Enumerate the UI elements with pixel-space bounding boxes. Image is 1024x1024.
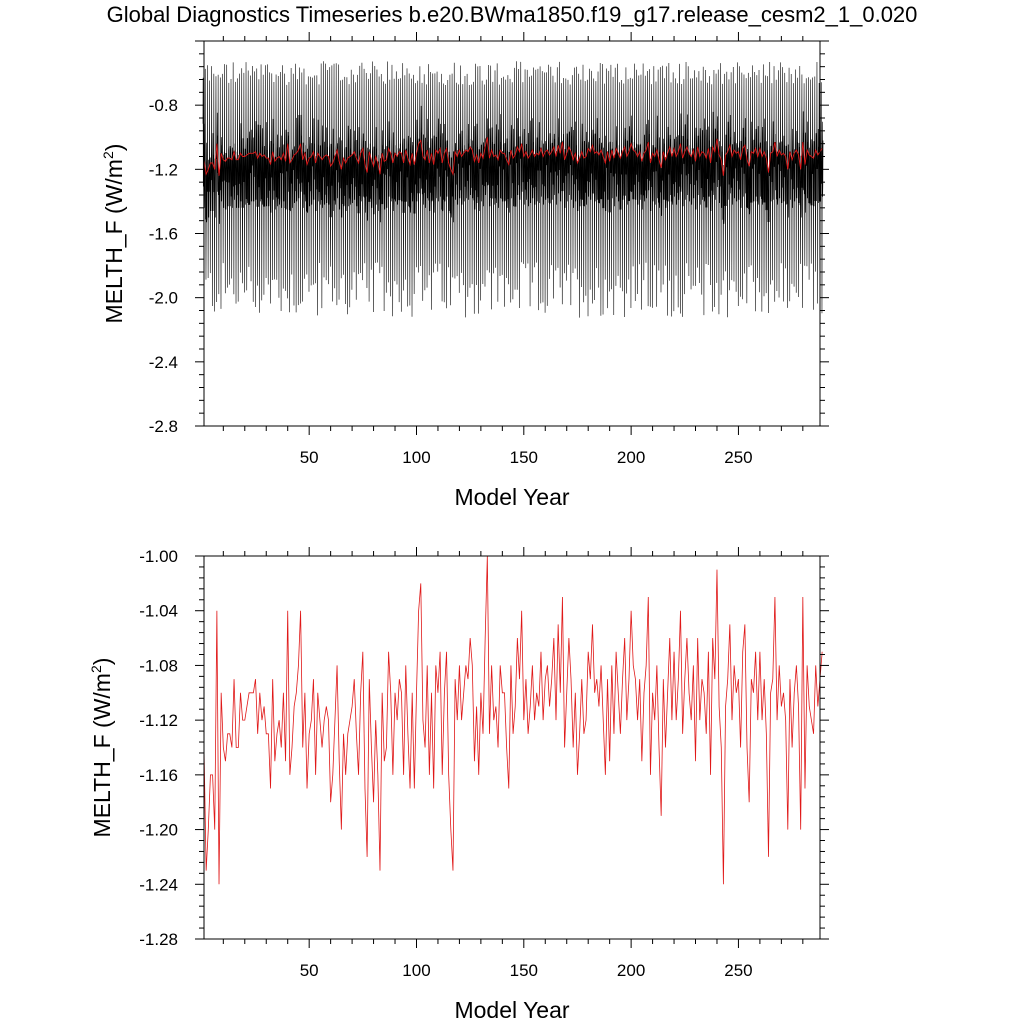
- top-y-axis-label-close: ): [101, 144, 127, 152]
- bottom-y-axis-label: MELTH_F (W/m2): [88, 658, 115, 838]
- top-y-axis-label-main: MELTH_F (W/m: [101, 159, 127, 323]
- y-tick-label: -1.08: [139, 656, 178, 675]
- x-tick-label: 50: [300, 961, 319, 980]
- top-x-axis-label: Model Year: [454, 484, 569, 510]
- x-tick-label: 250: [724, 448, 752, 467]
- bottom-plot-panel: 50 100 150 200 250 -1.28 -1.24 -1.20 -1.16 -1.12 -…: [88, 547, 829, 1023]
- top-y-axis-label-superscript: 2: [100, 151, 116, 159]
- y-tick-label: -1.16: [139, 766, 178, 785]
- y-tick-label: -1.04: [139, 602, 178, 621]
- y-tick-label: -2.4: [149, 353, 178, 372]
- x-tick-label: 250: [724, 961, 752, 980]
- y-tick-label: -1.2: [149, 160, 178, 179]
- top-y-axis-label: MELTH_F (W/m2): [100, 144, 127, 324]
- x-tick-label: 200: [617, 961, 645, 980]
- x-tick-label: 100: [402, 448, 430, 467]
- x-tick-label: 200: [617, 448, 645, 467]
- bottom-plot-ticks: 50 100 150 200 250 -1.28 -1.24 -1.20 -1.16 -1.12 -…: [139, 547, 829, 980]
- figure-title: Global Diagnostics Timeseries b.e20.BWma…: [106, 2, 918, 27]
- top-plot-panel: 50 100 150 200 250 -2.8 -2.4 -2.0 -1.6 -1.2 -0.8 M…: [100, 32, 829, 510]
- y-tick-label: -2.0: [149, 289, 178, 308]
- bottom-y-axis-label-main: MELTH_F (W/m: [89, 673, 115, 837]
- y-tick-label: -1.28: [139, 930, 178, 949]
- y-tick-label: -2.8: [149, 417, 178, 436]
- monthly-series-line: [202, 61, 824, 318]
- x-tick-label: 150: [510, 961, 538, 980]
- bottom-x-axis-label: Model Year: [454, 997, 569, 1023]
- bottom-plot-lines: [203, 555, 823, 885]
- top-plot-lines: [202, 61, 824, 318]
- y-tick-label: -0.8: [149, 96, 178, 115]
- top-plot-ticks: 50 100 150 200 250 -2.8 -2.4 -2.0 -1.6 -1.2 -0.8: [149, 32, 829, 467]
- y-tick-label: -1.20: [139, 821, 178, 840]
- bottom-y-axis-label-superscript: 2: [88, 665, 104, 673]
- x-tick-label: 150: [510, 448, 538, 467]
- bottom-y-axis-label-close: ): [89, 658, 115, 666]
- x-tick-label: 100: [402, 961, 430, 980]
- y-tick-label: -1.24: [139, 875, 178, 894]
- y-tick-label: -1.12: [139, 711, 178, 730]
- y-tick-label: -1.6: [149, 225, 178, 244]
- annual-series-line: [203, 555, 823, 885]
- annual-series-line-overlay: [203, 137, 823, 176]
- top-plot-frame: [203, 40, 821, 427]
- y-tick-label: -1.00: [139, 547, 178, 566]
- x-tick-label: 50: [300, 448, 319, 467]
- bottom-plot-frame: [203, 555, 821, 940]
